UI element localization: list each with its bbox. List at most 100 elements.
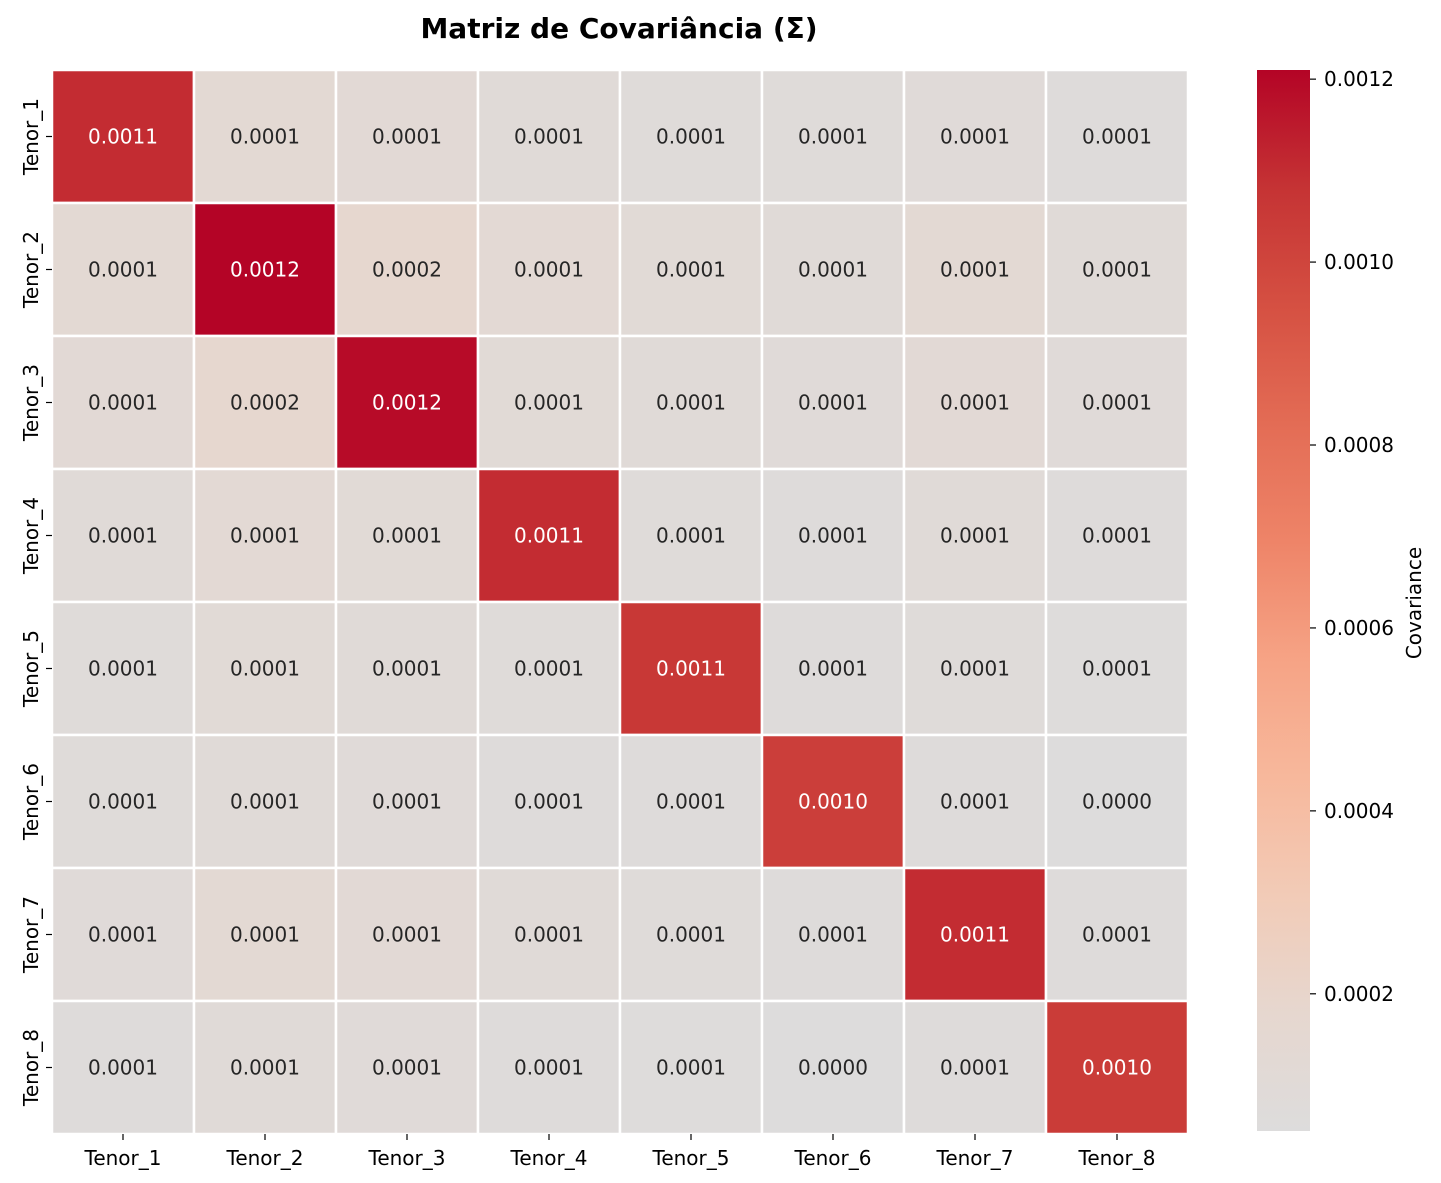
colorbar-tick-label: 0.0010 xyxy=(1324,250,1394,274)
y-tick-label: Tenor_1 xyxy=(19,98,43,176)
cell-value-label: 0.0001 xyxy=(372,524,442,548)
y-axis: Tenor_1 Tenor_2 Tenor_3 Tenor_4 Tenor_5 Tenor… xyxy=(19,98,52,1107)
heatmap-cell xyxy=(334,334,480,471)
cell-value-label: 0.0001 xyxy=(372,1056,442,1080)
cell-value-label: 0.0012 xyxy=(230,258,300,282)
colorbar-tick-label: 0.0004 xyxy=(1324,799,1394,823)
colorbar-ticks: 0.0002 0.0004 0.0006 0.0008 0.0010 0.0012 xyxy=(1310,67,1394,1006)
chart-title: Matriz de Covariância (Σ) xyxy=(420,12,817,45)
x-tick-label: Tenor_4 xyxy=(510,1146,588,1170)
cell-value-label: 0.0011 xyxy=(656,657,726,681)
heatmap-cell xyxy=(334,866,480,1003)
y-tick-label: Tenor_3 xyxy=(19,364,43,442)
heatmap-cell xyxy=(476,467,622,604)
cell-value-label: 0.0001 xyxy=(230,1056,300,1080)
x-tick-label: Tenor_5 xyxy=(652,1146,730,1170)
heatmap-cell xyxy=(1044,600,1190,737)
cell-value-label: 0.0011 xyxy=(88,125,158,149)
heatmap-cell xyxy=(192,68,338,205)
cell-value-label: 0.0001 xyxy=(940,258,1010,282)
cell-value-label: 0.0001 xyxy=(88,391,158,415)
heatmap-cell xyxy=(618,733,764,870)
heatmap-cell xyxy=(902,600,1048,737)
cell-value-label: 0.0001 xyxy=(230,657,300,681)
cell-value-label: 0.0000 xyxy=(1082,790,1152,814)
cell-value-label: 0.0001 xyxy=(798,391,868,415)
cell-value-label: 0.0001 xyxy=(798,524,868,548)
heatmap-cell xyxy=(1044,201,1190,338)
cell-value-label: 0.0001 xyxy=(514,125,584,149)
colorbar-tick-label: 0.0006 xyxy=(1324,616,1394,640)
cell-value-label: 0.0001 xyxy=(940,790,1010,814)
heatmap-cell xyxy=(902,334,1048,471)
heatmap-cell xyxy=(618,999,764,1136)
heatmap-cell xyxy=(476,334,622,471)
heatmap-cell xyxy=(618,334,764,471)
heatmap-cell xyxy=(1044,68,1190,205)
heatmap-cell xyxy=(1044,866,1190,1003)
cell-value-label: 0.0001 xyxy=(656,258,726,282)
heatmap-cell xyxy=(760,201,906,338)
heatmap-cell xyxy=(476,201,622,338)
cell-value-label: 0.0001 xyxy=(940,125,1010,149)
cell-value-label: 0.0001 xyxy=(1082,258,1152,282)
cell-value-label: 0.0001 xyxy=(798,258,868,282)
heatmap-cell xyxy=(192,733,338,870)
cell-value-label: 0.0001 xyxy=(230,524,300,548)
cell-value-label: 0.0001 xyxy=(514,391,584,415)
cell-value-label: 0.0001 xyxy=(230,125,300,149)
x-tick-label: Tenor_1 xyxy=(84,1146,162,1170)
cell-value-label: 0.0001 xyxy=(88,923,158,947)
heatmap-cell xyxy=(334,68,480,205)
heatmap-cell xyxy=(760,68,906,205)
colorbar-tick-label: 0.0008 xyxy=(1324,433,1394,457)
heatmap-cell xyxy=(1044,733,1190,870)
cell-value-label: 0.0001 xyxy=(1082,657,1152,681)
cell-value-label: 0.0001 xyxy=(88,657,158,681)
heatmap-cell xyxy=(902,866,1048,1003)
x-tick-label: Tenor_3 xyxy=(368,1146,446,1170)
heatmap-cell xyxy=(192,866,338,1003)
cell-value-label: 0.0001 xyxy=(656,125,726,149)
cell-value-label: 0.0001 xyxy=(656,1056,726,1080)
y-tick-label: Tenor_7 xyxy=(19,896,43,974)
heatmap-cell xyxy=(50,68,196,205)
cell-value-label: 0.0012 xyxy=(372,391,442,415)
cell-value-label: 0.0001 xyxy=(514,258,584,282)
cell-value-label: 0.0001 xyxy=(656,524,726,548)
cell-value-label: 0.0001 xyxy=(514,657,584,681)
y-tick-label: Tenor_8 xyxy=(19,1029,43,1107)
heatmap-cell xyxy=(192,334,338,471)
heatmap-cell xyxy=(760,866,906,1003)
heatmap-cell xyxy=(192,201,338,338)
cell-value-label: 0.0001 xyxy=(656,790,726,814)
heatmap-cell xyxy=(902,733,1048,870)
heatmap-cell xyxy=(334,999,480,1136)
heatmap-cell xyxy=(618,600,764,737)
cell-value-label: 0.0001 xyxy=(940,524,1010,548)
heatmap-cell xyxy=(760,733,906,870)
cell-value-label: 0.0001 xyxy=(88,258,158,282)
cell-value-label: 0.0001 xyxy=(1082,125,1152,149)
cell-value-label: 0.0011 xyxy=(514,524,584,548)
cell-value-label: 0.0000 xyxy=(798,1056,868,1080)
cell-value-label: 0.0002 xyxy=(372,258,442,282)
x-tick-label: Tenor_7 xyxy=(936,1146,1014,1170)
cell-value-label: 0.0011 xyxy=(940,923,1010,947)
cell-value-label: 0.0001 xyxy=(1082,391,1152,415)
colorbar-label: Covariance xyxy=(1402,547,1426,659)
cell-value-label: 0.0001 xyxy=(514,790,584,814)
cell-value-label: 0.0010 xyxy=(1082,1056,1152,1080)
colorbar-tick-label: 0.0012 xyxy=(1324,67,1394,91)
heatmap-cell xyxy=(1044,334,1190,471)
cell-value-label: 0.0001 xyxy=(88,1056,158,1080)
cell-value-label: 0.0002 xyxy=(230,391,300,415)
cell-value-label: 0.0001 xyxy=(88,524,158,548)
cell-value-label: 0.0001 xyxy=(230,923,300,947)
heatmap-cell xyxy=(334,733,480,870)
heatmap-cell xyxy=(618,866,764,1003)
cell-value-label: 0.0001 xyxy=(940,657,1010,681)
heatmap-cell xyxy=(50,467,196,604)
heatmap-cell xyxy=(760,334,906,471)
cell-value-label: 0.0001 xyxy=(372,923,442,947)
